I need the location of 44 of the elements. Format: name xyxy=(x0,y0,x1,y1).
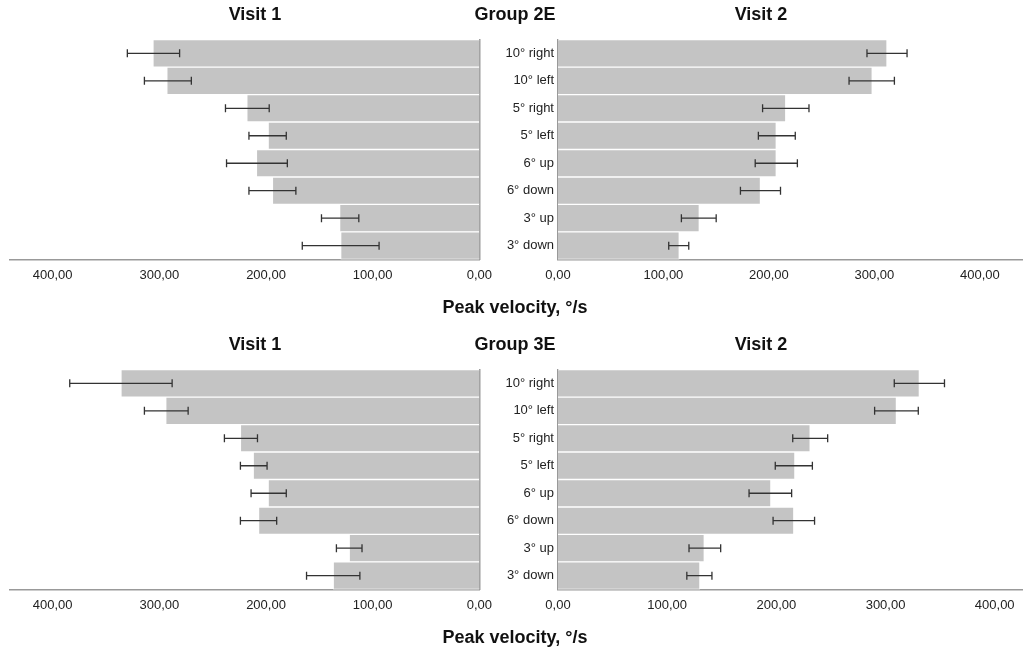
y-tick-label: 5° left xyxy=(520,127,555,143)
x-tick-label: 0,00 xyxy=(466,266,493,282)
x-tick-label: 200,00 xyxy=(756,596,797,612)
x-tick-label: 0,00 xyxy=(545,596,571,612)
y-tick-label: 3° down xyxy=(506,567,554,583)
y-tick-label: 10° right xyxy=(505,374,555,390)
x-tick-label: 200,00 xyxy=(246,596,286,612)
y-tick-label: 5° left xyxy=(520,457,555,473)
chart-title: Visit 1 xyxy=(228,3,282,24)
x-tick-label: 300,00 xyxy=(139,596,180,612)
chart-title: Visit 1 xyxy=(228,333,282,354)
x-tick-label: 200,00 xyxy=(246,266,286,282)
y-tick-label: 5° right xyxy=(512,99,555,115)
x-tick-label: 400,00 xyxy=(32,266,73,282)
y-tick-label: 10° left xyxy=(513,402,555,418)
y-tick-label: 10° right xyxy=(505,44,555,60)
x-tick-label: 0,00 xyxy=(545,266,571,282)
x-tick-label: 400,00 xyxy=(974,596,1015,612)
x-tick-label: 100,00 xyxy=(352,596,393,612)
chart-title: Visit 2 xyxy=(734,333,788,354)
x-tick-label: 0,00 xyxy=(466,596,493,612)
x-tick-label: 300,00 xyxy=(854,266,895,282)
x-tick-label: 400,00 xyxy=(32,596,73,612)
x-tick-label: 400,00 xyxy=(959,266,1000,282)
x-tick-label: 100,00 xyxy=(643,266,684,282)
y-tick-label: 3° up xyxy=(523,209,554,225)
y-tick-label: 6° up xyxy=(523,154,554,170)
y-tick-label: 10° left xyxy=(513,72,555,88)
y-tick-label: 6° down xyxy=(506,512,554,528)
y-tick-label: 5° right xyxy=(512,429,555,445)
x-tick-label: 100,00 xyxy=(647,596,688,612)
y-tick-label: 3° down xyxy=(506,237,554,253)
y-tick-label: 6° up xyxy=(523,484,554,500)
y-tick-label: 3° up xyxy=(523,539,554,555)
x-tick-label: 300,00 xyxy=(139,266,180,282)
x-axis-title: Peak velocity, °/s xyxy=(441,627,589,648)
text: Group 2E xyxy=(473,4,557,25)
x-tick-label: 200,00 xyxy=(749,266,789,282)
y-tick-label: 6° down xyxy=(506,182,554,198)
x-tick-label: 100,00 xyxy=(352,266,393,282)
x-axis-title: Peak velocity, °/s xyxy=(441,297,589,318)
x-tick-label: 300,00 xyxy=(865,596,906,612)
chart-title: Visit 2 xyxy=(734,3,788,24)
text: Group 3E xyxy=(473,334,557,355)
